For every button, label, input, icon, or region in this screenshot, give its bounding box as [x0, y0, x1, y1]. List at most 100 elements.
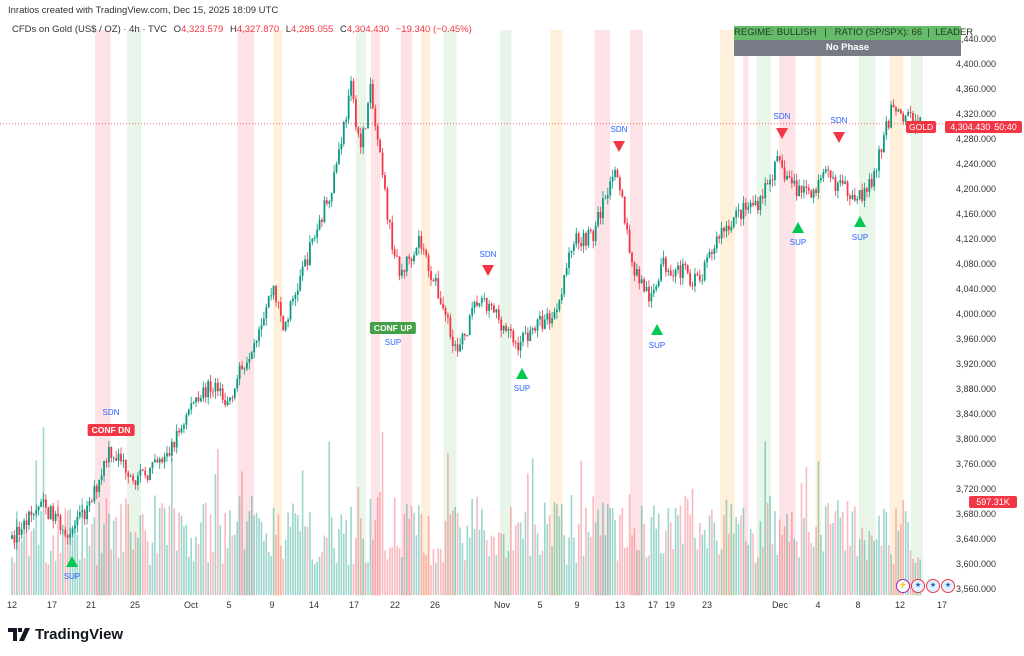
volume-bar [83, 557, 86, 595]
volume-bar [122, 551, 125, 595]
tradingview-logo[interactable]: TradingView [8, 626, 123, 643]
volume-bar [267, 552, 270, 595]
candle-body [752, 202, 754, 206]
candle-body [510, 328, 512, 331]
volume-bar [173, 508, 176, 595]
lightning-icon[interactable]: ⚡ [896, 579, 910, 593]
volume-bar [301, 470, 304, 595]
candle-body [323, 200, 326, 222]
support-triangle-icon [66, 556, 78, 567]
volume-bar [100, 552, 103, 595]
volume-bar [144, 530, 147, 595]
volume-bar [340, 514, 343, 595]
session-band [756, 30, 771, 596]
candle-body [812, 189, 815, 198]
volume-bar [793, 538, 796, 595]
volume-bar [493, 536, 495, 595]
support-label: SUP [513, 384, 531, 393]
volume-bar [250, 496, 253, 595]
volume-bar [236, 521, 239, 595]
candle-body [386, 188, 389, 220]
candle-body [333, 172, 336, 194]
volume-bar [338, 528, 340, 595]
candle-body [655, 286, 658, 290]
volume-bar [318, 556, 321, 595]
candle-body [442, 303, 444, 309]
volume-bar [384, 550, 386, 595]
volume-bar [168, 505, 171, 595]
us-flag-icon[interactable]: ★ [911, 579, 925, 593]
volume-bar [548, 515, 551, 595]
candle-body [841, 180, 844, 184]
volume-bar [735, 517, 737, 595]
volume-bar [686, 499, 689, 595]
time-tick-label: 5 [537, 600, 543, 610]
candle-body [95, 485, 98, 493]
candle-body [878, 149, 880, 171]
volume-bar [69, 508, 71, 595]
volume-bar [335, 562, 338, 595]
candle-body [805, 186, 808, 188]
candle-body [185, 414, 188, 425]
candle-body [556, 309, 558, 312]
price-chart[interactable] [0, 0, 944, 600]
volume-bar [546, 524, 549, 595]
candle-body [735, 210, 738, 218]
session-band [273, 30, 282, 596]
candle-body [45, 499, 47, 508]
candle-body [248, 358, 251, 363]
volume-bar [234, 534, 236, 595]
candle-body [139, 469, 142, 476]
volume-bar [243, 549, 246, 595]
candle-body [47, 507, 50, 520]
volume-bar [246, 521, 248, 595]
us-flag-icon[interactable]: ★ [926, 579, 940, 593]
session-band [500, 30, 512, 596]
candle-body [161, 458, 164, 463]
volume-bar [40, 510, 42, 595]
volume-bar [764, 441, 767, 595]
candle-body [207, 381, 210, 398]
volume-bar [49, 550, 52, 595]
candle-body [546, 313, 549, 320]
candle-body [437, 277, 440, 299]
volume-bar [449, 514, 452, 595]
candle-body [226, 400, 229, 406]
volume-bar [224, 512, 226, 595]
candle-body [105, 461, 108, 463]
candle-body [163, 456, 166, 463]
candle-body [229, 397, 231, 401]
volume-bar [374, 520, 377, 595]
volume-bar [393, 497, 396, 595]
candle-body [526, 332, 529, 342]
candle-body [689, 272, 692, 286]
volume-bar [803, 517, 805, 595]
volume-bar [372, 539, 374, 595]
us-flag-icon[interactable]: ★ [941, 579, 955, 593]
event-icons[interactable]: ⚡ ★ ★ ★ [896, 579, 955, 593]
volume-bar [277, 514, 280, 595]
volume-bar [827, 502, 829, 595]
volume-bar [553, 501, 556, 595]
candle-body [328, 201, 331, 204]
candle-body [834, 177, 837, 191]
candle-body [137, 475, 139, 485]
confirm-up-badge: CONF UP [369, 322, 417, 334]
volume-bar [754, 562, 757, 595]
price-tick-label: 3,800.000 [956, 434, 997, 444]
volume-bar [18, 537, 21, 595]
candle-body [391, 222, 394, 250]
volume-bar [447, 453, 449, 595]
volume-bar [459, 527, 461, 595]
volume-bar [91, 523, 93, 595]
candle-body [64, 529, 67, 536]
volume-bar [563, 535, 565, 595]
volume-bar [837, 500, 839, 595]
volume-bar [701, 534, 704, 595]
price-axis[interactable]: 4,440.000 4,400.000 4,360.000 4,320.000 4,28… [944, 0, 1024, 600]
volume-bar [357, 487, 360, 595]
candle-body [902, 113, 905, 122]
candle-body [262, 318, 265, 326]
candle-body [778, 156, 781, 161]
volume-bar [141, 514, 144, 595]
